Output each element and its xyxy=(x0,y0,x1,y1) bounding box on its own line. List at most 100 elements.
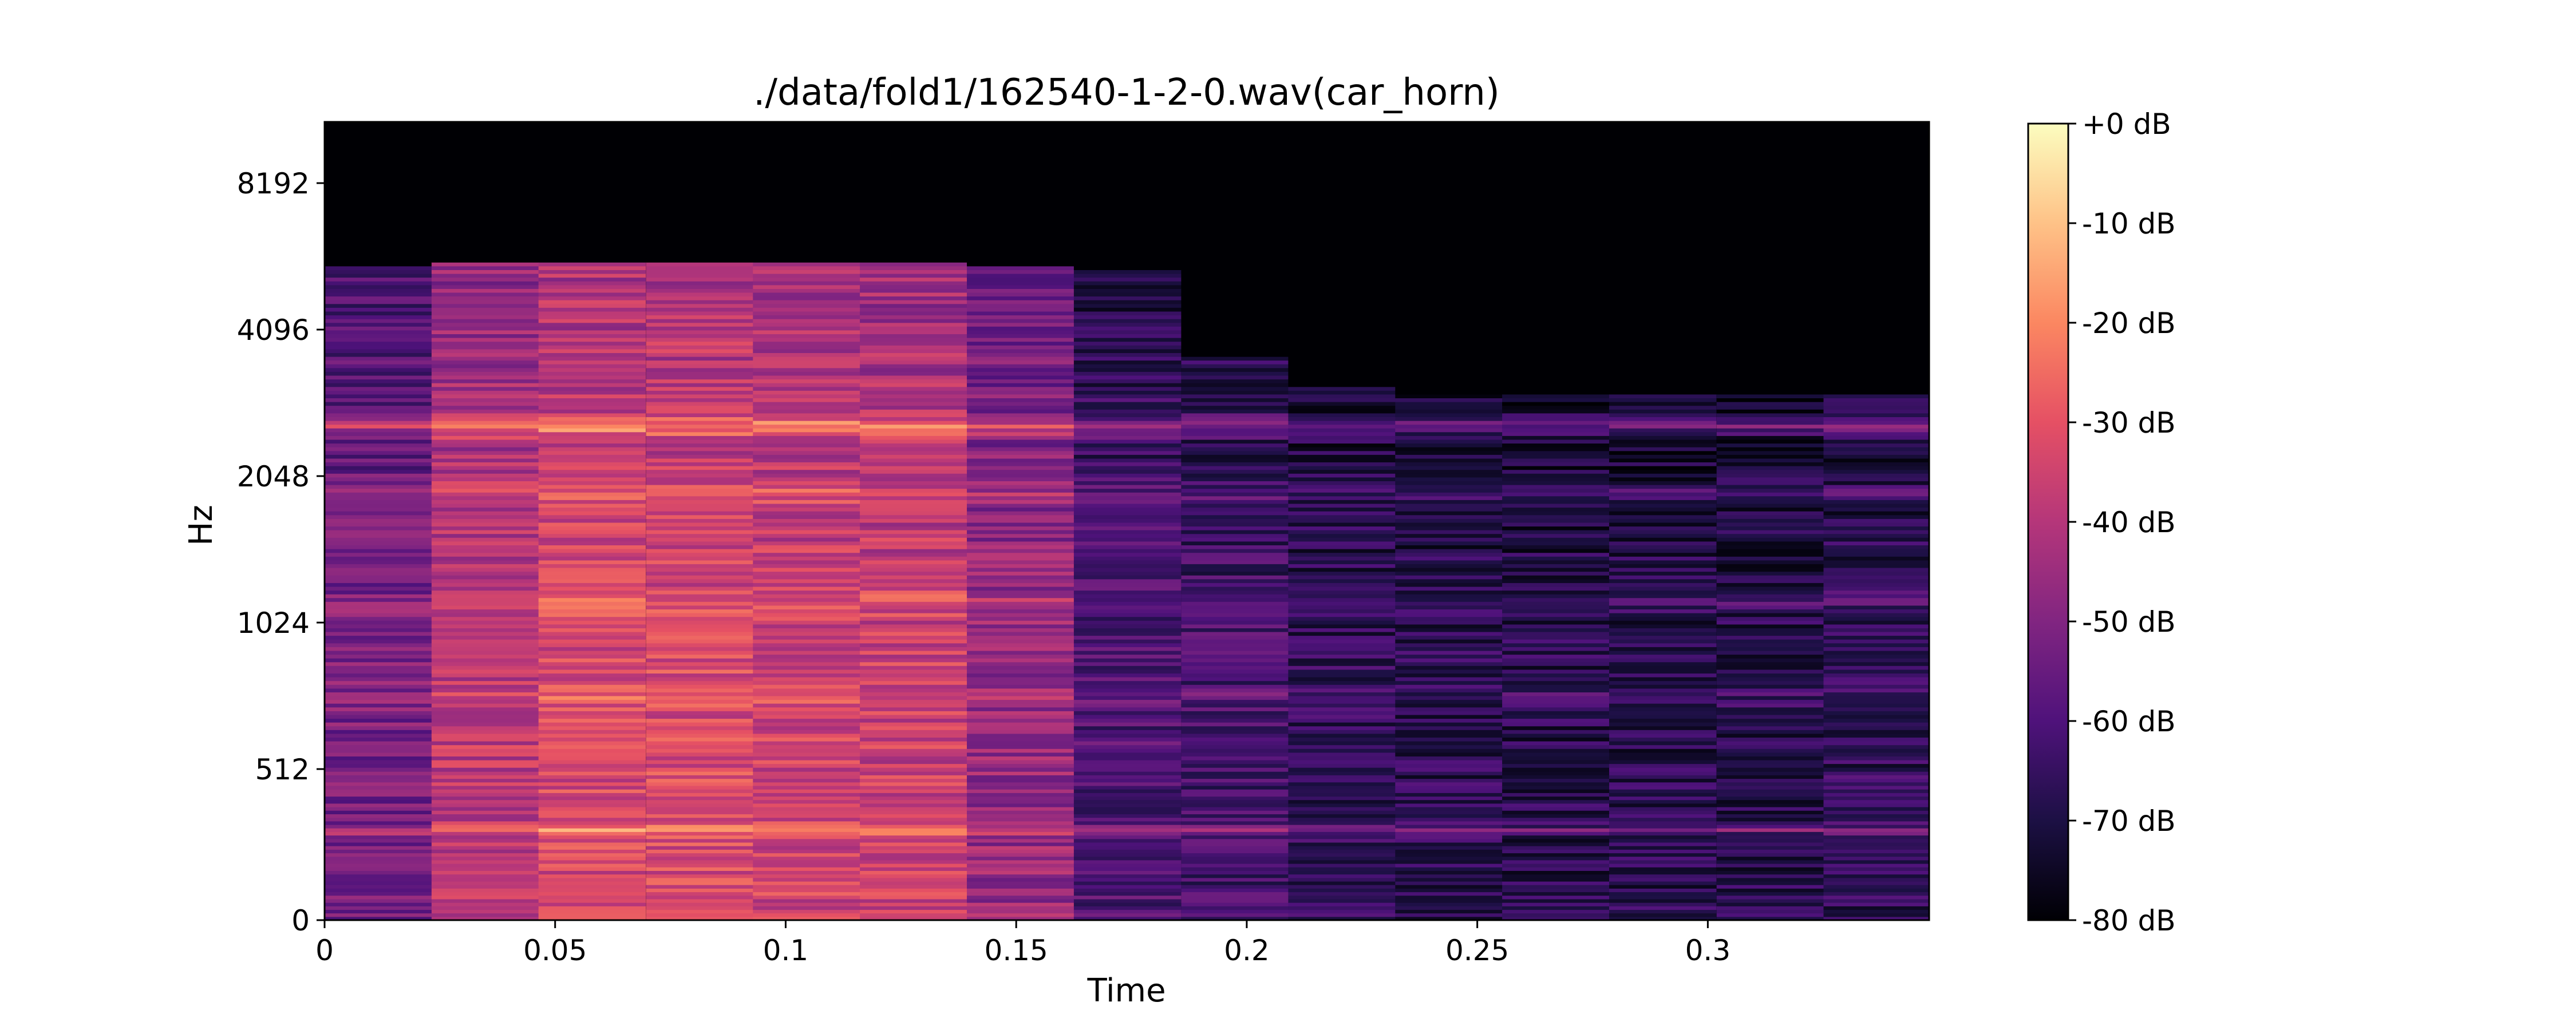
heatmap-cell xyxy=(1502,326,1610,331)
heatmap-cell xyxy=(646,616,753,621)
heatmap-cell xyxy=(1288,714,1396,719)
heatmap-cell xyxy=(1502,466,1610,470)
heatmap-cell xyxy=(1609,266,1717,270)
heatmap-cell xyxy=(538,141,646,146)
heatmap-cell xyxy=(646,496,753,500)
heatmap-cell xyxy=(860,398,967,402)
heatmap-cell xyxy=(325,680,432,685)
heatmap-cell xyxy=(1073,473,1182,478)
heatmap-cell xyxy=(1073,824,1182,829)
heatmap-cell xyxy=(753,613,860,617)
heatmap-cell xyxy=(646,288,753,293)
heatmap-cell xyxy=(1181,255,1289,259)
heatmap-cell xyxy=(753,288,860,293)
heatmap-cell xyxy=(1609,247,1717,252)
heatmap-cell xyxy=(1716,496,1824,500)
heatmap-cell xyxy=(1288,379,1396,383)
heatmap-cell xyxy=(1609,296,1717,300)
heatmap-cell xyxy=(1716,447,1824,451)
heatmap-cell xyxy=(753,338,860,342)
heatmap-cell xyxy=(1502,601,1610,606)
heatmap-cell xyxy=(753,402,860,406)
heatmap-cell xyxy=(1823,205,1929,210)
heatmap-cell xyxy=(1073,714,1182,719)
heatmap-cell xyxy=(1609,605,1717,609)
heatmap-cell xyxy=(1181,205,1289,210)
heatmap-cell xyxy=(1716,145,1824,150)
heatmap-cell xyxy=(967,122,1074,127)
heatmap-cell xyxy=(1823,458,1929,462)
heatmap-cell xyxy=(1288,650,1396,655)
heatmap-cell xyxy=(1609,477,1717,481)
heatmap-cell xyxy=(1395,545,1503,549)
heatmap-cell xyxy=(1395,417,1503,421)
heatmap-cell xyxy=(967,352,1074,357)
heatmap-cell xyxy=(431,673,539,678)
heatmap-cell xyxy=(646,164,753,169)
y-tick-label: 8192 xyxy=(237,167,310,200)
heatmap-cell xyxy=(1609,405,1717,410)
heatmap-cell xyxy=(431,817,539,822)
heatmap-cell xyxy=(325,752,432,756)
heatmap-cell xyxy=(1181,307,1289,312)
heatmap-cell xyxy=(538,303,646,308)
heatmap-cell xyxy=(1181,763,1289,768)
heatmap-cell xyxy=(1609,613,1717,617)
heatmap-cell xyxy=(431,488,539,493)
heatmap-cell xyxy=(1716,255,1824,259)
heatmap-cell xyxy=(1395,198,1503,203)
heatmap-cell xyxy=(1395,733,1503,738)
heatmap-cell xyxy=(1073,631,1182,636)
heatmap-cell xyxy=(1823,767,1929,772)
heatmap-cell xyxy=(1395,605,1503,609)
heatmap-cell xyxy=(538,360,646,365)
heatmap-cell xyxy=(1395,737,1503,742)
heatmap-cell xyxy=(325,658,432,663)
heatmap-cell xyxy=(1502,507,1610,512)
heatmap-cell xyxy=(1073,330,1182,334)
heatmap-cell xyxy=(1823,677,1929,682)
heatmap-cell xyxy=(1823,398,1929,402)
heatmap-cell xyxy=(967,319,1074,323)
heatmap-cell xyxy=(1181,243,1289,248)
heatmap-cell xyxy=(1395,647,1503,651)
heatmap-cell xyxy=(1609,243,1717,248)
heatmap-cell xyxy=(1609,902,1717,906)
colorbar-tick-label: -60 dB xyxy=(2082,705,2176,738)
heatmap-cell xyxy=(860,134,967,138)
heatmap-cell xyxy=(753,270,860,274)
heatmap-cell xyxy=(538,496,646,500)
heatmap-cell xyxy=(1716,853,1824,857)
heatmap-cell xyxy=(646,413,753,417)
heatmap-cell xyxy=(860,122,967,127)
heatmap-cell xyxy=(1288,168,1396,172)
heatmap-cell xyxy=(967,624,1074,628)
heatmap-cell xyxy=(538,695,646,700)
heatmap-cell xyxy=(753,153,860,157)
heatmap-cell xyxy=(1395,360,1503,365)
heatmap-cell xyxy=(1288,733,1396,738)
heatmap-cell xyxy=(431,733,539,738)
heatmap-cell xyxy=(1502,439,1610,444)
heatmap-cell xyxy=(646,386,753,391)
heatmap-cell xyxy=(646,511,753,516)
heatmap-cell xyxy=(1502,409,1610,414)
heatmap-cell xyxy=(1823,782,1929,786)
heatmap-cell xyxy=(646,877,753,882)
heatmap-cell xyxy=(1502,575,1610,580)
heatmap-cell xyxy=(860,688,967,692)
heatmap-cell xyxy=(1181,507,1289,512)
heatmap-cell xyxy=(860,187,967,191)
heatmap-cell xyxy=(431,752,539,756)
heatmap-cell xyxy=(431,315,539,319)
heatmap-cell xyxy=(1502,134,1610,138)
heatmap-cell xyxy=(538,616,646,621)
heatmap-cell xyxy=(1073,628,1182,632)
heatmap-cell xyxy=(860,692,967,696)
heatmap-cell xyxy=(1823,371,1929,376)
heatmap-cell xyxy=(1181,537,1289,542)
heatmap-cell xyxy=(1073,303,1182,308)
heatmap-cell xyxy=(1395,137,1503,142)
heatmap-cell xyxy=(1395,338,1503,342)
heatmap-cell xyxy=(967,695,1074,700)
